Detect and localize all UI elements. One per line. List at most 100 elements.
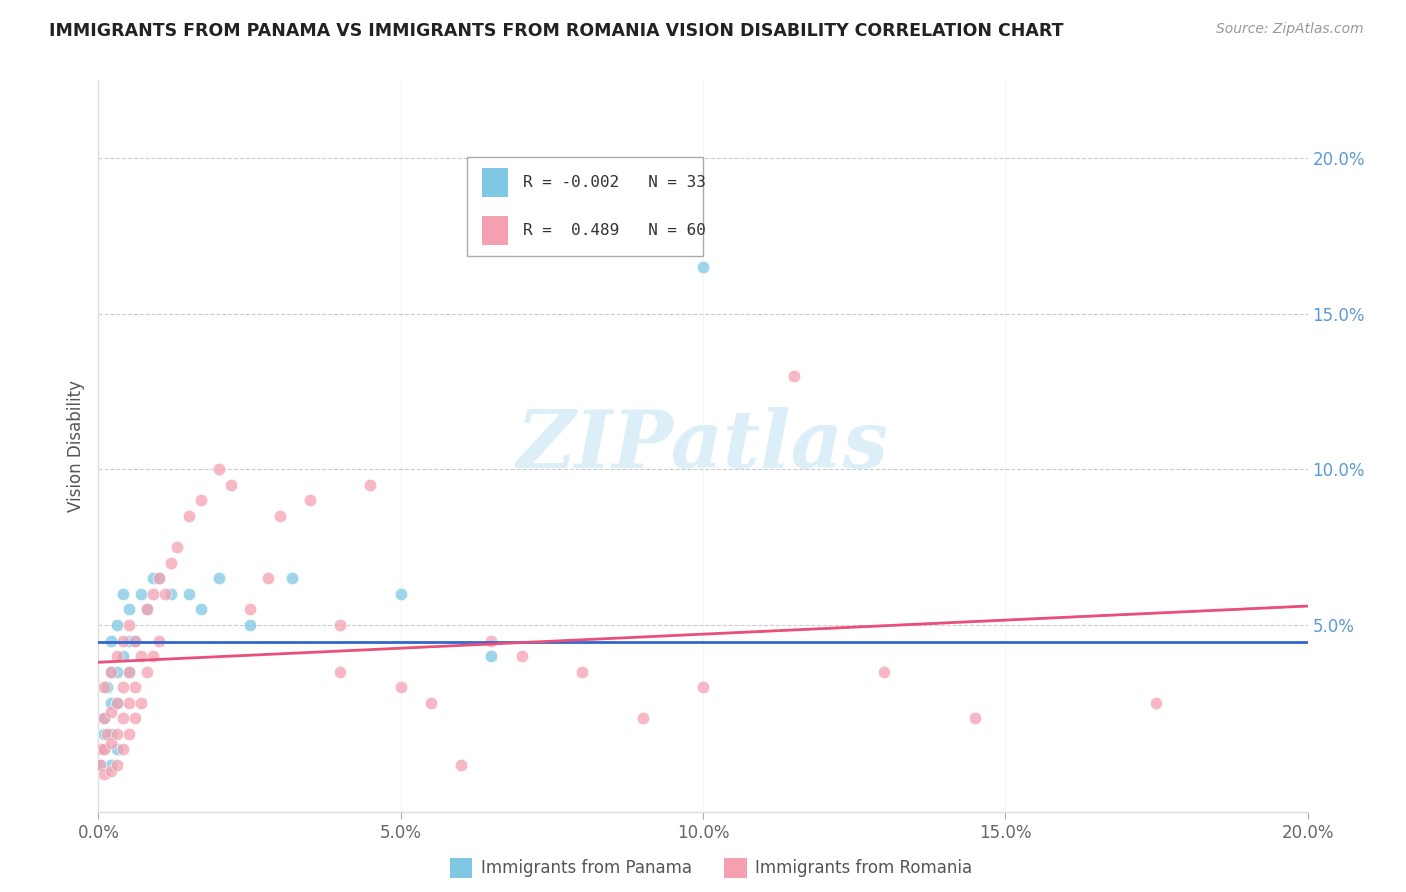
Point xyxy=(571,665,593,679)
Point xyxy=(299,493,322,508)
Point xyxy=(96,727,118,741)
Point xyxy=(100,705,122,719)
Point xyxy=(100,665,122,679)
Point xyxy=(239,618,262,632)
Point xyxy=(450,758,472,772)
Point xyxy=(873,665,896,679)
Point xyxy=(420,696,443,710)
Point xyxy=(111,649,134,664)
Text: R =  0.489   N = 60: R = 0.489 N = 60 xyxy=(523,223,706,238)
Point xyxy=(93,742,115,756)
Point xyxy=(93,767,115,781)
Point xyxy=(118,727,141,741)
Point xyxy=(100,758,122,772)
Point xyxy=(389,587,412,601)
Point xyxy=(160,556,183,570)
Point xyxy=(190,602,212,616)
Point xyxy=(281,571,304,585)
Point xyxy=(783,368,806,383)
Y-axis label: Vision Disability: Vision Disability xyxy=(66,380,84,512)
Text: Source: ZipAtlas.com: Source: ZipAtlas.com xyxy=(1216,22,1364,37)
Point xyxy=(692,260,714,274)
Point xyxy=(100,696,122,710)
Point xyxy=(965,711,987,725)
Point xyxy=(118,665,141,679)
Point xyxy=(124,711,146,725)
Point xyxy=(105,727,128,741)
Point xyxy=(111,680,134,694)
Point xyxy=(142,587,165,601)
Point xyxy=(96,680,118,694)
Point xyxy=(166,540,188,554)
Point xyxy=(135,602,157,616)
Point xyxy=(1144,696,1167,710)
Point xyxy=(93,680,115,694)
Point xyxy=(105,696,128,710)
Point xyxy=(118,665,141,679)
FancyBboxPatch shape xyxy=(482,168,509,197)
Point xyxy=(269,509,291,524)
Point xyxy=(208,462,231,476)
Point xyxy=(118,618,141,632)
Point xyxy=(105,742,128,756)
Point xyxy=(105,696,128,710)
Point xyxy=(360,478,382,492)
Point xyxy=(179,509,201,524)
Point xyxy=(105,618,128,632)
Text: R = -0.002   N = 33: R = -0.002 N = 33 xyxy=(523,175,706,190)
Point xyxy=(190,493,212,508)
Point xyxy=(389,680,412,694)
Point xyxy=(111,742,134,756)
Point xyxy=(118,633,141,648)
Point xyxy=(329,665,352,679)
Point xyxy=(111,711,134,725)
Point xyxy=(153,587,176,601)
Point xyxy=(93,727,115,741)
Point xyxy=(118,602,141,616)
Point xyxy=(142,571,165,585)
Point xyxy=(124,633,146,648)
Point xyxy=(256,571,278,585)
Point xyxy=(148,571,170,585)
Point xyxy=(142,649,165,664)
Point xyxy=(135,665,157,679)
Point xyxy=(481,649,503,664)
Text: Immigrants from Panama: Immigrants from Panama xyxy=(481,859,692,877)
Text: IMMIGRANTS FROM PANAMA VS IMMIGRANTS FROM ROMANIA VISION DISABILITY CORRELATION : IMMIGRANTS FROM PANAMA VS IMMIGRANTS FRO… xyxy=(49,22,1064,40)
Point xyxy=(631,711,654,725)
Text: ZIPatlas: ZIPatlas xyxy=(517,408,889,484)
Point xyxy=(105,649,128,664)
Point xyxy=(105,665,128,679)
Point xyxy=(124,680,146,694)
Point xyxy=(510,649,533,664)
Point xyxy=(179,587,201,601)
Point xyxy=(148,633,170,648)
Point xyxy=(100,727,122,741)
Point xyxy=(221,478,243,492)
Point xyxy=(148,571,170,585)
Point xyxy=(100,633,122,648)
Point xyxy=(118,696,141,710)
Point xyxy=(111,633,134,648)
Point xyxy=(100,764,122,779)
Point xyxy=(692,680,714,694)
Point xyxy=(93,711,115,725)
Point xyxy=(239,602,262,616)
Point xyxy=(329,618,352,632)
Point xyxy=(208,571,231,585)
Point xyxy=(129,696,152,710)
Point xyxy=(100,736,122,750)
Text: Immigrants from Romania: Immigrants from Romania xyxy=(755,859,972,877)
Point xyxy=(124,633,146,648)
Point xyxy=(100,665,122,679)
Point xyxy=(93,711,115,725)
Point xyxy=(129,587,152,601)
Point xyxy=(160,587,183,601)
FancyBboxPatch shape xyxy=(482,216,509,244)
Point xyxy=(135,602,157,616)
Point xyxy=(89,758,111,772)
Point xyxy=(90,758,112,772)
FancyBboxPatch shape xyxy=(467,157,703,256)
Point xyxy=(93,742,115,756)
Point xyxy=(481,633,503,648)
